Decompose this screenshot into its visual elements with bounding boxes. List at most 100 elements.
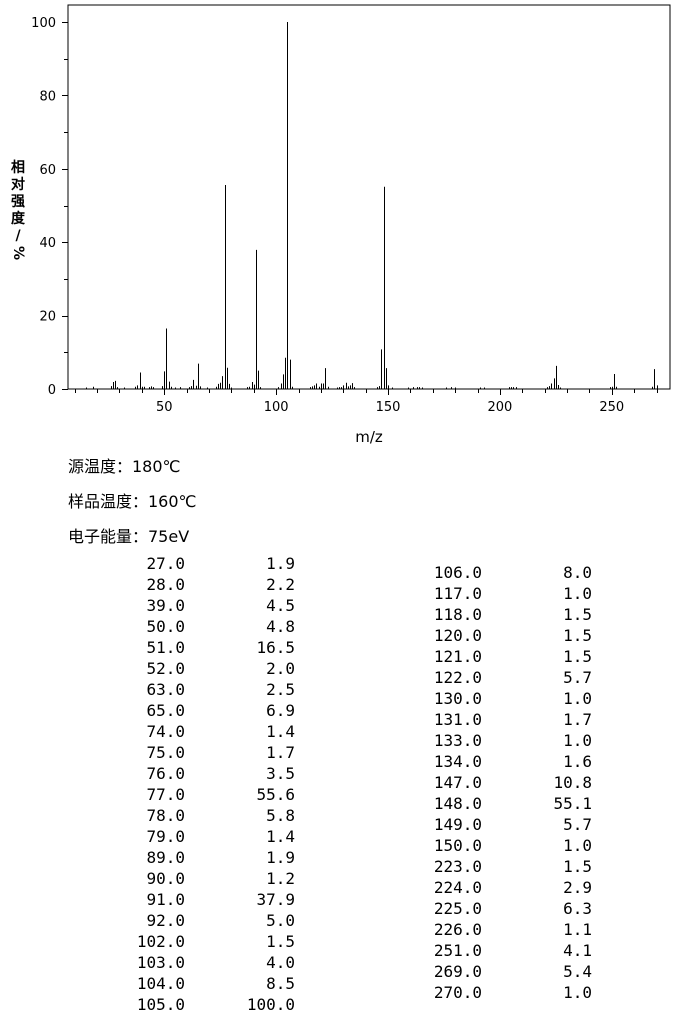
mz-value: 105.0 [136, 995, 185, 1014]
peak-table-row: 118.0 1.5 [0, 604, 600, 625]
relative-intensity-value: 8.5 [266, 974, 295, 993]
peak-table-row: 63.0 2.5 [0, 679, 300, 700]
mz-value: 133.0 [433, 731, 482, 750]
peak-table-row: 76.0 3.5 [0, 763, 300, 784]
peak-table-row: 270.0 1.0 [0, 982, 600, 1003]
relative-intensity-value: 2.0 [266, 659, 295, 678]
relative-intensity-value: 3.5 [266, 764, 295, 783]
relative-intensity-value: 100.0 [246, 995, 295, 1014]
mz-value: 120.0 [433, 626, 482, 645]
peak-table-row: 78.0 5.8 [0, 805, 300, 826]
x-tick-label: 200 [488, 400, 513, 415]
relative-intensity-value: 1.0 [563, 584, 592, 603]
relative-intensity-value: 1.5 [563, 605, 592, 624]
y-axis-label-char: 相 [11, 159, 25, 176]
peak-table-row: 52.0 2.0 [0, 658, 300, 679]
mz-value: 122.0 [433, 668, 482, 687]
relative-intensity-value: 5.7 [563, 668, 592, 687]
mz-value: 131.0 [433, 710, 482, 729]
peak-table-row: 79.0 1.4 [0, 826, 300, 847]
peak-table-row: 147.0 10.8 [0, 772, 600, 793]
relative-intensity-value: 1.9 [266, 848, 295, 867]
x-tick-label: 100 [264, 400, 289, 415]
peak-table-row: 28.0 2.2 [0, 574, 300, 595]
mz-value: 89.0 [146, 848, 185, 867]
mz-value: 78.0 [146, 806, 185, 825]
y-axis-label-char: 对 [11, 176, 25, 193]
mz-value: 224.0 [433, 878, 482, 897]
relative-intensity-value: 4.0 [266, 953, 295, 972]
peak-table-row: 51.0 16.5 [0, 637, 300, 658]
relative-intensity-value: 1.2 [266, 869, 295, 888]
y-tick-label: 60 [39, 163, 56, 178]
relative-intensity-value: 1.5 [563, 626, 592, 645]
mz-value: 79.0 [146, 827, 185, 846]
mz-value: 92.0 [146, 911, 185, 930]
mz-value: 28.0 [146, 575, 185, 594]
peak-table-row: 150.0 1.0 [0, 835, 600, 856]
mz-value: 225.0 [433, 899, 482, 918]
mz-value: 147.0 [433, 773, 482, 792]
x-axis-label: m/z [355, 428, 383, 446]
peak-table-row: 89.0 1.9 [0, 847, 300, 868]
relative-intensity-value: 5.7 [563, 815, 592, 834]
x-ticks: 50 100 150 200 250 [75, 389, 658, 415]
relative-intensity-value: 4.5 [266, 596, 295, 615]
y-tick-label: 40 [39, 236, 56, 251]
mz-value: 103.0 [136, 953, 185, 972]
relative-intensity-value: 55.6 [256, 785, 295, 804]
mz-value: 74.0 [146, 722, 185, 741]
peak-table-row: 106.0 8.0 [0, 562, 600, 583]
peak-table-row: 91.0 37.9 [0, 889, 300, 910]
relative-intensity-value: 1.0 [563, 836, 592, 855]
peak-table-right: 106.0 8.0 117.0 1.0 118.0 1.5 120.0 1.5 121.0 1.5… [0, 562, 600, 1003]
relative-intensity-value: 5.4 [563, 962, 592, 981]
mz-value: 90.0 [146, 869, 185, 888]
y-tick-label: 80 [39, 89, 56, 104]
relative-intensity-value: 5.8 [266, 806, 295, 825]
relative-intensity-value: 37.9 [256, 890, 295, 909]
mz-value: 149.0 [433, 815, 482, 834]
y-tick-label: 100 [31, 16, 56, 31]
peak-table-row: 65.0 6.9 [0, 700, 300, 721]
mz-value: 121.0 [433, 647, 482, 666]
peak-table-row: 223.0 1.5 [0, 856, 600, 877]
peak-table-row: 133.0 1.0 [0, 730, 600, 751]
peak-table-row: 149.0 5.7 [0, 814, 600, 835]
relative-intensity-value: 10.8 [553, 773, 592, 792]
relative-intensity-value: 2.9 [563, 878, 592, 897]
mz-value: 104.0 [136, 974, 185, 993]
peak-table-row: 121.0 1.5 [0, 646, 600, 667]
peak-table-row: 269.0 5.4 [0, 961, 600, 982]
peak-table-row: 120.0 1.5 [0, 625, 600, 646]
mz-value: 150.0 [433, 836, 482, 855]
relative-intensity-value: 1.9 [266, 554, 295, 573]
peak-table-row: 134.0 1.6 [0, 751, 600, 772]
y-axis-label-char: 度 [11, 210, 26, 227]
relative-intensity-value: 6.9 [266, 701, 295, 720]
mz-value: 130.0 [433, 689, 482, 708]
sample-temperature: 样品温度：160℃ [68, 492, 197, 511]
y-ticks: 0 20 40 60 80 100 [31, 16, 68, 398]
mz-value: 270.0 [433, 983, 482, 1002]
peak-table-row: 130.0 1.0 [0, 688, 600, 709]
peak-table-row: 77.0 55.6 [0, 784, 300, 805]
mz-value: 251.0 [433, 941, 482, 960]
peak-table-row: 225.0 6.3 [0, 898, 600, 919]
peaks-layer [86, 22, 658, 389]
peak-table-row: 226.0 1.1 [0, 919, 600, 940]
x-tick-label: 50 [156, 400, 173, 415]
relative-intensity-value: 1.5 [563, 647, 592, 666]
relative-intensity-value: 1.1 [563, 920, 592, 939]
x-tick-label: 250 [599, 400, 624, 415]
mz-value: 223.0 [433, 857, 482, 876]
mz-value: 75.0 [146, 743, 185, 762]
mz-value: 118.0 [433, 605, 482, 624]
relative-intensity-value: 1.0 [563, 983, 592, 1002]
mz-value: 148.0 [433, 794, 482, 813]
mz-value: 226.0 [433, 920, 482, 939]
peak-table-row: 50.0 4.8 [0, 616, 300, 637]
peak-table-row: 74.0 1.4 [0, 721, 300, 742]
relative-intensity-value: 8.0 [563, 563, 592, 582]
